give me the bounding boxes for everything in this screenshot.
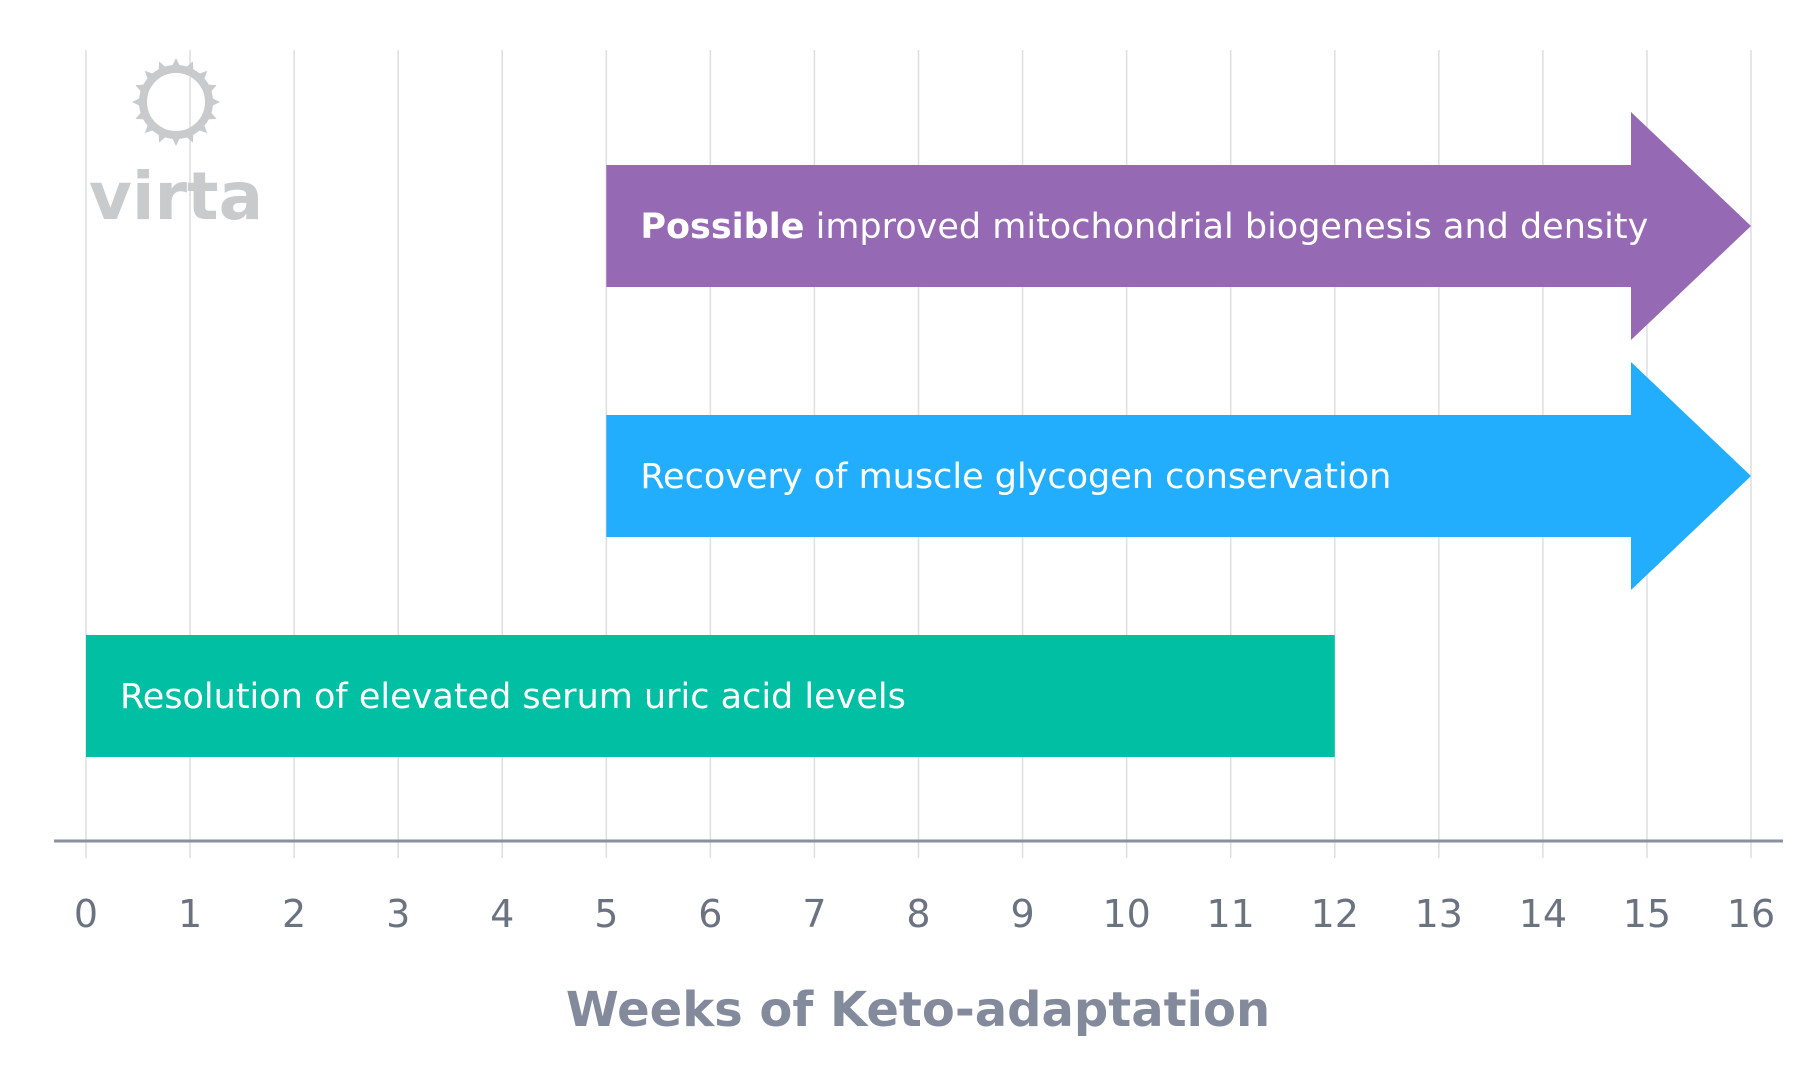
sun-ray <box>198 124 208 134</box>
sun-ray <box>132 98 141 106</box>
bar-label-bold: Possible <box>640 207 804 247</box>
bar-3 <box>86 635 1335 757</box>
sun-ray <box>211 98 220 106</box>
bars: Possible improved mitochondrial biogenes… <box>86 112 1751 757</box>
x-tick-label: 8 <box>906 892 930 936</box>
sun-ray <box>144 70 154 80</box>
x-tick-label: 4 <box>490 892 514 936</box>
x-tick-label: 12 <box>1311 892 1359 936</box>
x-axis-title: Weeks of Keto-adaptation <box>566 982 1270 1038</box>
x-tick-label: 11 <box>1207 892 1255 936</box>
sun-gear-icon <box>132 58 220 146</box>
bar-label-text: improved mitochondrial biogenesis and de… <box>804 207 1648 247</box>
x-tick-label: 10 <box>1102 892 1150 936</box>
bar-label-1: Possible improved mitochondrial biogenes… <box>640 207 1648 247</box>
bar-label-3: Resolution of elevated serum uric acid l… <box>120 677 906 717</box>
bar-arrow-2 <box>606 362 1751 590</box>
sun-ray <box>172 58 180 67</box>
sun-ray <box>172 137 180 146</box>
sun-ray <box>198 70 208 80</box>
sun-ray <box>144 124 154 134</box>
x-tick-label: 13 <box>1415 892 1463 936</box>
bar-label-2: Recovery of muscle glycogen conservation <box>640 457 1391 497</box>
x-tick-label: 2 <box>282 892 306 936</box>
x-tick-label: 5 <box>594 892 618 936</box>
virta-logo: virta <box>89 58 263 235</box>
logo-text: virta <box>89 158 263 235</box>
x-tick-label: 15 <box>1623 892 1671 936</box>
x-tick-label: 7 <box>802 892 826 936</box>
x-tick-label: 6 <box>698 892 722 936</box>
bar-label-text: Recovery of muscle glycogen conservation <box>640 457 1391 497</box>
sun-ring <box>139 65 213 139</box>
x-tick-label: 16 <box>1727 892 1775 936</box>
x-tick-label: 0 <box>74 892 98 936</box>
x-tick-labels: 0 1 2 3 4 5 6 7 8 9 10 11 12 13 14 15 16 <box>74 892 1775 936</box>
bar-arrow-1 <box>606 112 1751 340</box>
x-tick-label: 14 <box>1519 892 1567 936</box>
x-tick-label: 3 <box>386 892 410 936</box>
x-tick-label: 9 <box>1010 892 1034 936</box>
bar-label-text: Resolution of elevated serum uric acid l… <box>120 677 906 717</box>
x-tick-label: 1 <box>178 892 202 936</box>
